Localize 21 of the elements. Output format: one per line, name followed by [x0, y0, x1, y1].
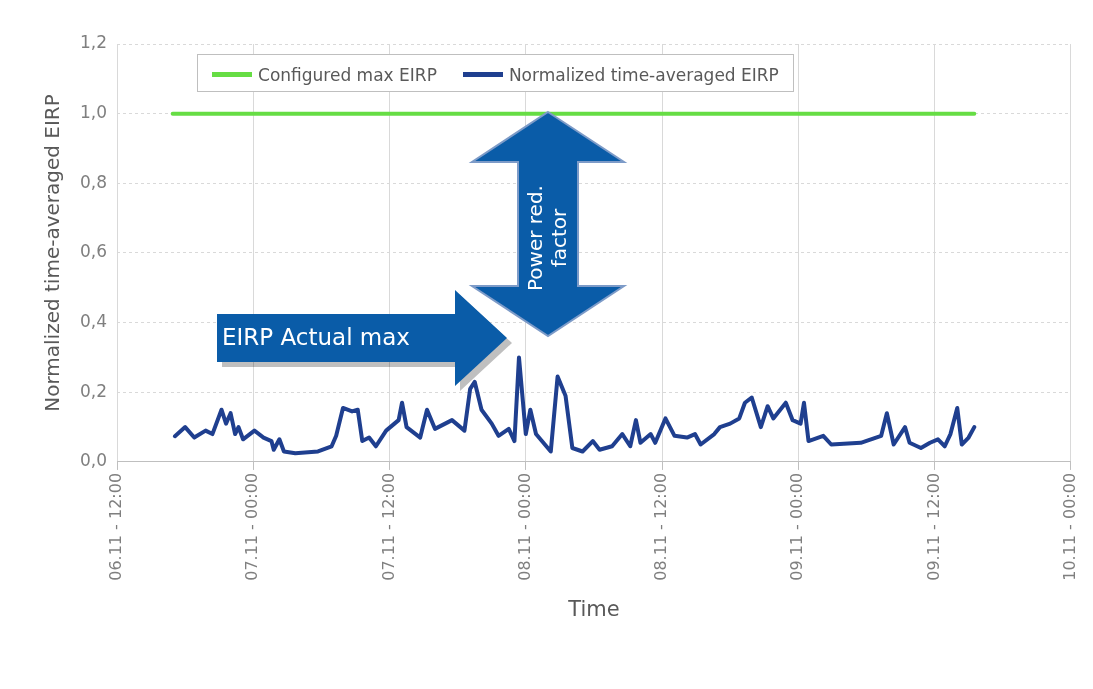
- x-tick-label: 07.11 - 12:00: [378, 472, 398, 581]
- x-tick-label: 09.11 - 00:00: [787, 472, 807, 581]
- x-tick-label: 08.11 - 12:00: [651, 472, 671, 581]
- x-axis-title: Time: [567, 596, 620, 621]
- y-axis-title: Normalized time-averaged EIRP: [40, 94, 65, 412]
- y-tick-label: 0,8: [79, 171, 108, 192]
- x-tick-label: 06.11 - 12:00: [106, 472, 126, 581]
- annotation: EIRP Actual max: [222, 324, 410, 350]
- x-tick-label: 08.11 - 00:00: [514, 472, 534, 581]
- y-tick-label: 0,4: [79, 311, 108, 332]
- x-tick-label: 07.11 - 00:00: [242, 472, 262, 581]
- y-tick-label: 1,2: [79, 32, 108, 53]
- legend-label: Normalized time-averaged EIRP: [508, 64, 779, 85]
- x-tick-label: 10.11 - 00:00: [1059, 472, 1079, 581]
- y-tick-label: 0,2: [79, 380, 108, 401]
- x-tick-label: 09.11 - 12:00: [923, 472, 943, 581]
- legend-label: Configured max EIRP: [258, 64, 437, 85]
- y-tick-label: 1,0: [79, 102, 108, 123]
- annotation: Power red. factor: [523, 184, 571, 293]
- y-tick-label: 0,6: [79, 241, 108, 262]
- y-tick-label: 0,0: [79, 450, 108, 471]
